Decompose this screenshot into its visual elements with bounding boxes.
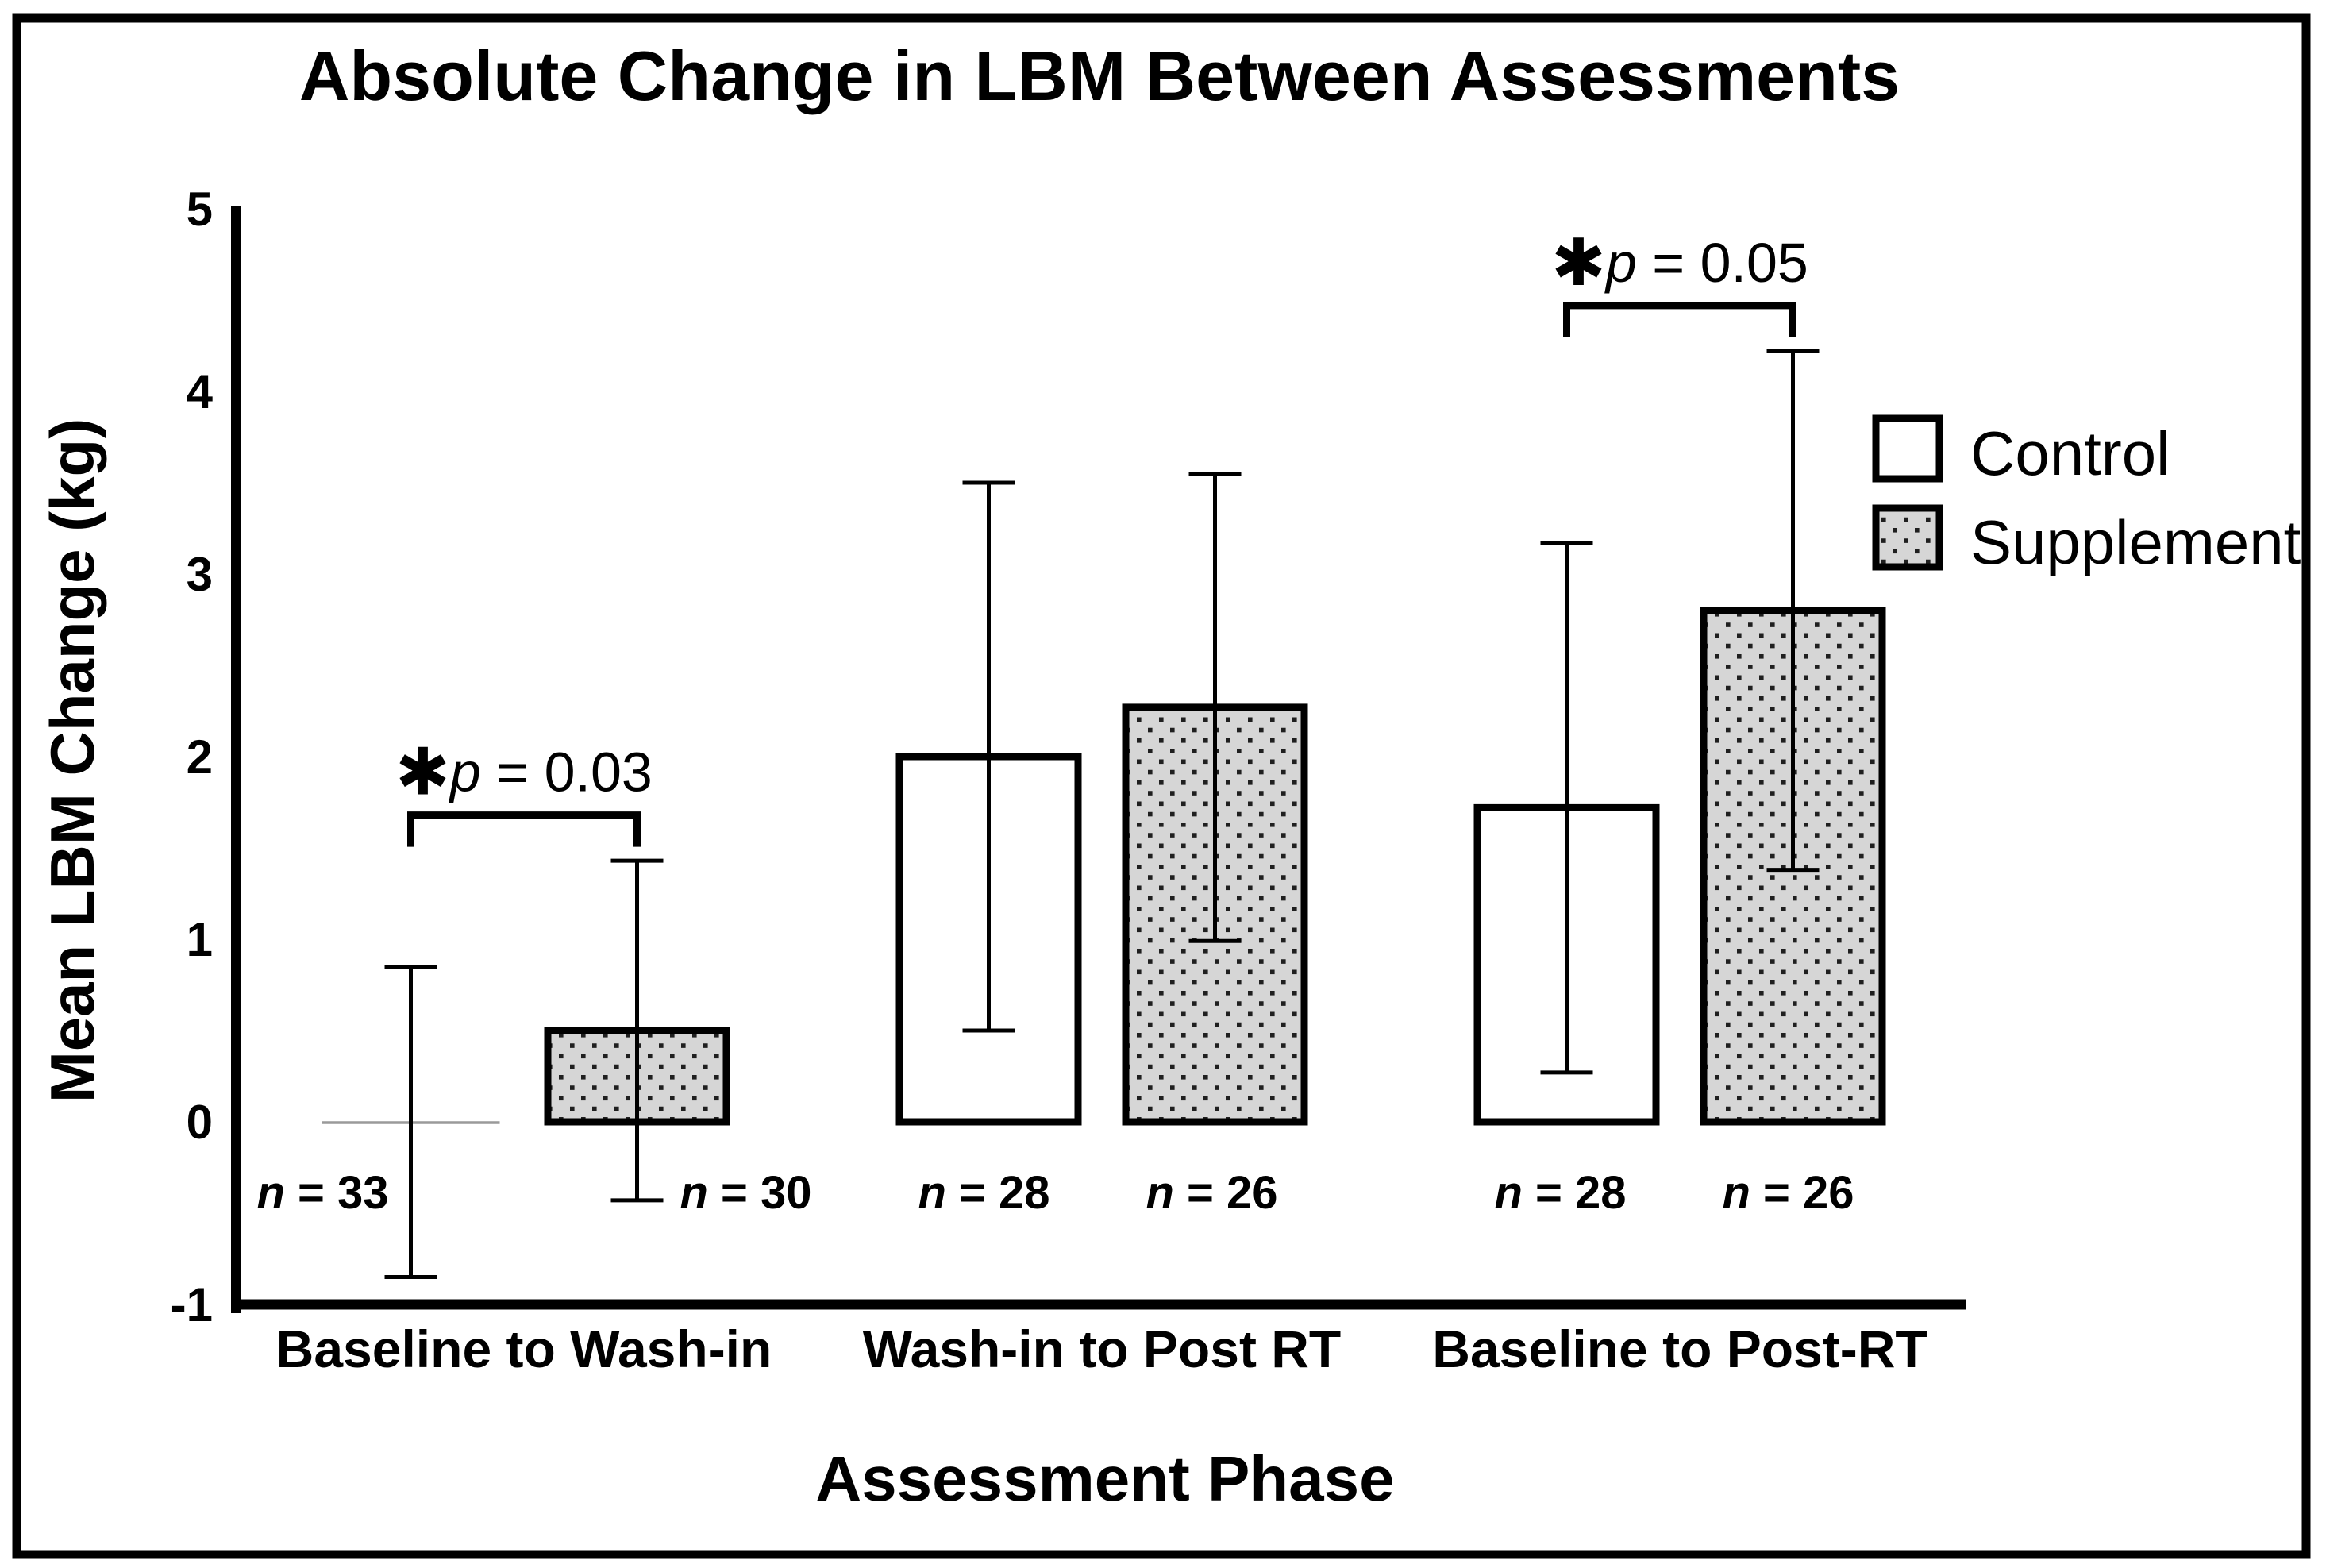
- n-symbol: n: [680, 1167, 707, 1219]
- legend-label-control: Control: [1970, 418, 2170, 488]
- n-label-supplement-wash-in-to-post-rt: n = 26: [1146, 1167, 1277, 1219]
- n-label-supplement-baseline-to-post-rt: n = 26: [1722, 1167, 1854, 1219]
- x-category-labels: Baseline to Wash-in Wash-in to Post RT Bas…: [276, 1320, 1927, 1378]
- legend-item-supplement: Supplement: [1872, 504, 2301, 577]
- n-symbol: n: [256, 1167, 284, 1219]
- legend-swatch-control: [1872, 414, 1943, 483]
- y-tick-label-1: 1: [187, 913, 213, 966]
- n-label-control-baseline-to-post-rt: n = 28: [1494, 1167, 1626, 1219]
- asterisk-icon: ✱: [395, 737, 450, 809]
- n-symbol: n: [1722, 1167, 1750, 1219]
- n-symbol: n: [1494, 1167, 1522, 1219]
- n-symbol: n: [918, 1167, 945, 1219]
- p-symbol: p: [449, 742, 481, 803]
- y-tick-labels: 5 4 3 2 1 0 -1: [171, 183, 214, 1331]
- error-bar-control-baseline-to-wash-in: [384, 965, 437, 1279]
- x-axis-label: Assessment Phase: [815, 1443, 1394, 1514]
- n-value: = 28: [946, 1167, 1050, 1219]
- n-symbol: n: [1146, 1167, 1173, 1219]
- significance-label: ✱p = 0.05: [1551, 227, 1808, 299]
- n-value: = 33: [285, 1167, 389, 1219]
- y-tick-label-3: 3: [187, 548, 213, 601]
- error-bar-supplement-baseline-to-wash-in: [610, 858, 664, 1203]
- y-tick-label-4: 4: [187, 365, 214, 418]
- p-value: = 0.05: [1637, 232, 1808, 294]
- significance-annotation-baseline-to-wash-in: ✱p = 0.03: [395, 737, 653, 847]
- error-bar-control-baseline-to-post-rt: [1540, 541, 1593, 1075]
- legend: Control Supplement: [1872, 414, 2301, 577]
- y-axis-label: Mean LBM Change (kg): [37, 418, 107, 1103]
- y-tick-label-2: 2: [187, 730, 213, 784]
- y-tick-label--1: -1: [171, 1278, 213, 1331]
- p-symbol: p: [1604, 232, 1637, 294]
- n-value: = 26: [1174, 1167, 1278, 1219]
- significance-bracket: [1563, 302, 1796, 337]
- x-category-label-wash-in-to-post-rt: Wash-in to Post RT: [863, 1320, 1342, 1378]
- n-value: = 28: [1523, 1167, 1627, 1219]
- figure-border: [12, 13, 2311, 1559]
- sample-size-labels: n = 33 n = 28 n = 28n = 30 n = 26 n = 26: [256, 1167, 1854, 1219]
- n-label-supplement-baseline-to-wash-in: n = 30: [680, 1167, 811, 1219]
- error-bar-supplement-wash-in-to-post-rt: [1188, 472, 1242, 943]
- x-category-label-baseline-to-wash-in: Baseline to Wash-in: [276, 1320, 772, 1378]
- legend-label-supplement: Supplement: [1970, 507, 2301, 577]
- y-tick-label-5: 5: [187, 183, 213, 236]
- significance-annotations: ✱p = 0.03✱p = 0.05: [395, 227, 1808, 847]
- n-label-control-wash-in-to-post-rt: n = 28: [918, 1167, 1049, 1219]
- y-tick-label-0: 0: [187, 1096, 213, 1149]
- significance-annotation-baseline-to-post-rt: ✱p = 0.05: [1551, 227, 1808, 337]
- bars-layer: [322, 607, 1886, 1126]
- p-value: = 0.03: [481, 742, 653, 803]
- legend-swatch-supplement: [1872, 504, 1943, 571]
- error-bars-layer: [384, 349, 1820, 1279]
- error-bar-supplement-baseline-to-post-rt: [1766, 349, 1820, 873]
- significance-label: ✱p = 0.03: [395, 737, 653, 809]
- error-bar-control-wash-in-to-post-rt: [962, 480, 1015, 1033]
- chart-title: Absolute Change in LBM Between Assessmen…: [299, 37, 1900, 115]
- n-value: = 30: [708, 1167, 812, 1219]
- asterisk-icon: ✱: [1551, 227, 1606, 299]
- significance-bracket: [407, 811, 641, 847]
- n-value: = 26: [1750, 1167, 1854, 1219]
- x-category-label-baseline-to-post-rt: Baseline to Post-RT: [1432, 1320, 1927, 1378]
- legend-item-control: Control: [1872, 414, 2170, 488]
- n-label-control-baseline-to-wash-in: n = 33: [256, 1167, 388, 1219]
